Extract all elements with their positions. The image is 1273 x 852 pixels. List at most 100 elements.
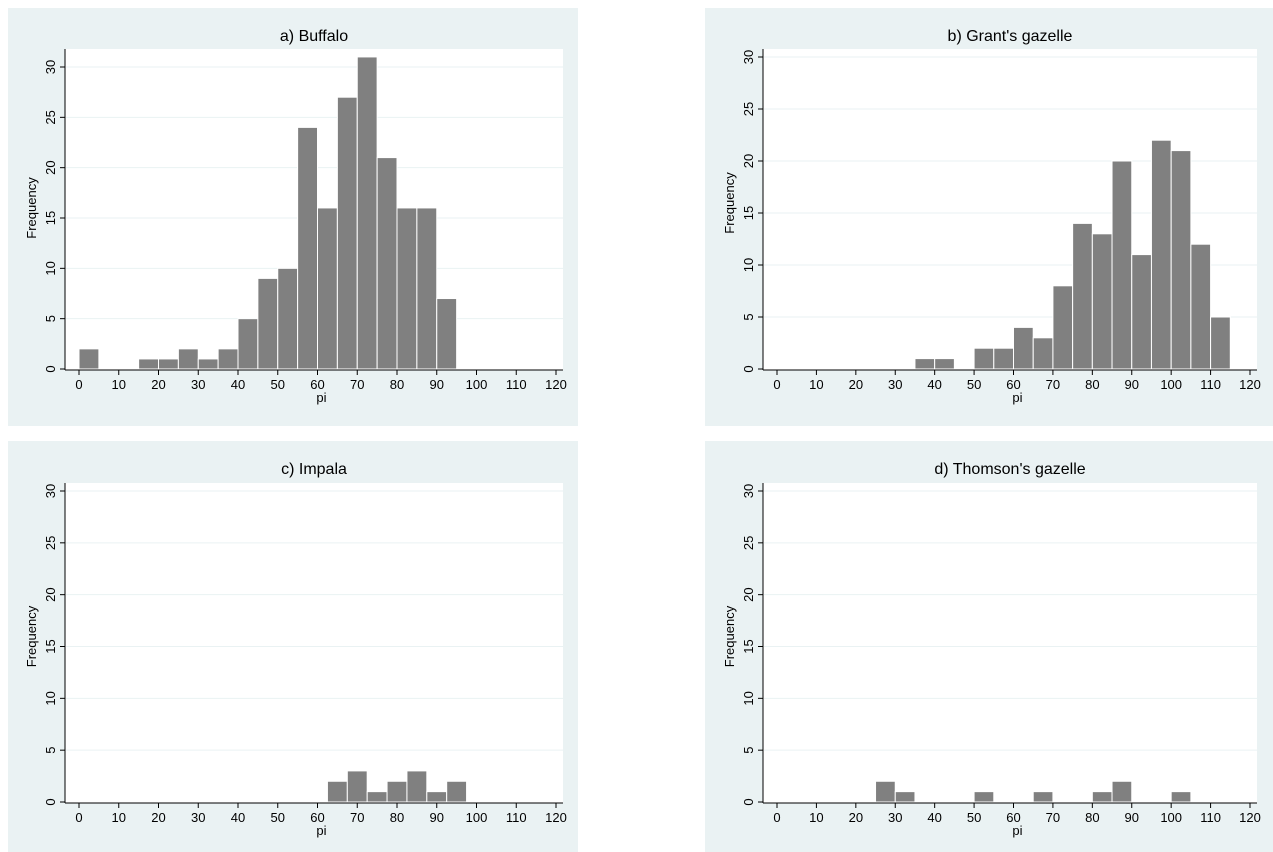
x-tick-label: 30 xyxy=(191,377,205,392)
y-axis-label: Frequency xyxy=(24,177,39,239)
y-tick-label: 5 xyxy=(43,315,58,322)
x-tick-label: 10 xyxy=(809,810,823,825)
x-tick-label: 100 xyxy=(1160,377,1182,392)
y-tick-label: 20 xyxy=(741,587,756,601)
y-tick-label: 30 xyxy=(741,484,756,498)
x-tick-label: 100 xyxy=(1160,810,1182,825)
histogram-bar xyxy=(915,359,935,369)
y-tick-label: 15 xyxy=(43,639,58,653)
histogram-bar xyxy=(935,359,955,369)
histogram-bar xyxy=(159,359,179,369)
chart-panel: 0 10 20 30 40 50 60 70 80 90 100 110 120 0 5 10 15 20 25 30… xyxy=(705,8,1273,426)
chart-title: d) Thomson's gazelle xyxy=(934,461,1085,478)
chart-panel: 0 10 20 30 40 50 60 70 80 90 100 110 120 0 5 10 15 20 25 30… xyxy=(8,441,578,852)
x-axis-label: pi xyxy=(316,390,326,405)
x-axis-label: pi xyxy=(316,823,326,838)
histogram-bar xyxy=(387,781,407,802)
x-tick-label: 30 xyxy=(191,810,205,825)
histogram-bar xyxy=(1092,234,1112,369)
histogram-bar xyxy=(1053,286,1073,369)
x-tick-label: 90 xyxy=(1125,377,1139,392)
x-tick-label: 120 xyxy=(545,810,567,825)
histogram-bar xyxy=(178,349,198,369)
histogram-bar xyxy=(1092,792,1112,802)
x-tick-label: 30 xyxy=(888,810,902,825)
x-tick-label: 80 xyxy=(1085,810,1099,825)
histogram-bar xyxy=(994,348,1014,369)
histogram-bar xyxy=(1112,781,1132,802)
y-tick-label: 20 xyxy=(43,587,58,601)
x-tick-label: 100 xyxy=(466,377,488,392)
histogram-bar xyxy=(407,771,427,802)
x-tick-label: 90 xyxy=(430,810,444,825)
x-tick-label: 120 xyxy=(1239,810,1261,825)
y-tick-label: 20 xyxy=(741,154,756,168)
y-tick-label: 0 xyxy=(43,798,58,805)
histogram-bar xyxy=(1132,255,1152,369)
x-axis-label: pi xyxy=(1012,823,1022,838)
x-tick-label: 110 xyxy=(506,377,527,392)
histogram-bar xyxy=(1171,792,1191,802)
histogram-bar xyxy=(447,781,467,802)
histogram-bar xyxy=(218,349,238,369)
x-tick-label: 110 xyxy=(1200,377,1221,392)
x-tick-label: 80 xyxy=(1085,377,1099,392)
chart-panel: 0 10 20 30 40 50 60 70 80 90 100 110 120 0 5 10 15 20 25 30… xyxy=(8,8,578,426)
chart-title: b) Grant's gazelle xyxy=(948,28,1073,45)
y-tick-label: 10 xyxy=(741,691,756,705)
y-tick-label: 10 xyxy=(741,258,756,272)
x-tick-label: 10 xyxy=(112,810,126,825)
x-tick-label: 20 xyxy=(849,810,863,825)
y-tick-label: 15 xyxy=(741,639,756,653)
histogram-bar xyxy=(258,278,278,369)
histogram-bar xyxy=(397,208,417,369)
x-tick-label: 10 xyxy=(809,377,823,392)
x-tick-label: 10 xyxy=(112,377,126,392)
plot-area xyxy=(65,483,563,803)
x-tick-label: 40 xyxy=(231,810,245,825)
x-tick-label: 120 xyxy=(1239,377,1261,392)
x-tick-label: 50 xyxy=(967,377,981,392)
y-axis-label: Frequency xyxy=(722,605,737,667)
y-tick-label: 25 xyxy=(741,536,756,550)
y-tick-label: 30 xyxy=(43,484,58,498)
histogram-bar xyxy=(1033,792,1053,802)
histogram-bar xyxy=(1171,151,1191,369)
histogram-bar xyxy=(876,781,896,802)
histogram-bar xyxy=(79,349,99,369)
x-tick-label: 80 xyxy=(390,810,404,825)
x-axis-label: pi xyxy=(1012,390,1022,405)
x-tick-label: 20 xyxy=(151,377,165,392)
histogram-bar xyxy=(278,268,298,369)
x-tick-label: 0 xyxy=(773,377,780,392)
y-axis-label: Frequency xyxy=(24,605,39,667)
y-tick-label: 25 xyxy=(43,536,58,550)
x-tick-label: 0 xyxy=(75,810,82,825)
y-tick-label: 25 xyxy=(43,110,58,124)
x-tick-label: 0 xyxy=(773,810,780,825)
histogram-bar xyxy=(198,359,218,369)
chart-title: a) Buffalo xyxy=(280,28,348,45)
histogram-bar xyxy=(895,792,915,802)
x-tick-label: 70 xyxy=(1046,377,1060,392)
y-tick-label: 5 xyxy=(741,313,756,320)
x-tick-label: 90 xyxy=(1125,810,1139,825)
x-tick-label: 100 xyxy=(466,810,488,825)
x-tick-label: 40 xyxy=(231,377,245,392)
histogram-bar xyxy=(337,97,357,369)
y-tick-label: 15 xyxy=(43,211,58,225)
histogram-bar xyxy=(417,208,437,369)
histogram-bar xyxy=(1112,161,1132,369)
histogram-bar xyxy=(427,792,447,802)
histogram-bar xyxy=(318,208,338,369)
y-tick-label: 30 xyxy=(741,50,756,64)
x-tick-label: 40 xyxy=(927,810,941,825)
histogram-bar xyxy=(437,299,457,369)
x-tick-label: 50 xyxy=(967,810,981,825)
y-axis-label: Frequency xyxy=(722,172,737,234)
histogram-bar xyxy=(1014,327,1034,369)
histogram-bar xyxy=(327,781,347,802)
histogram-bar xyxy=(974,792,994,802)
y-tick-label: 0 xyxy=(43,365,58,372)
